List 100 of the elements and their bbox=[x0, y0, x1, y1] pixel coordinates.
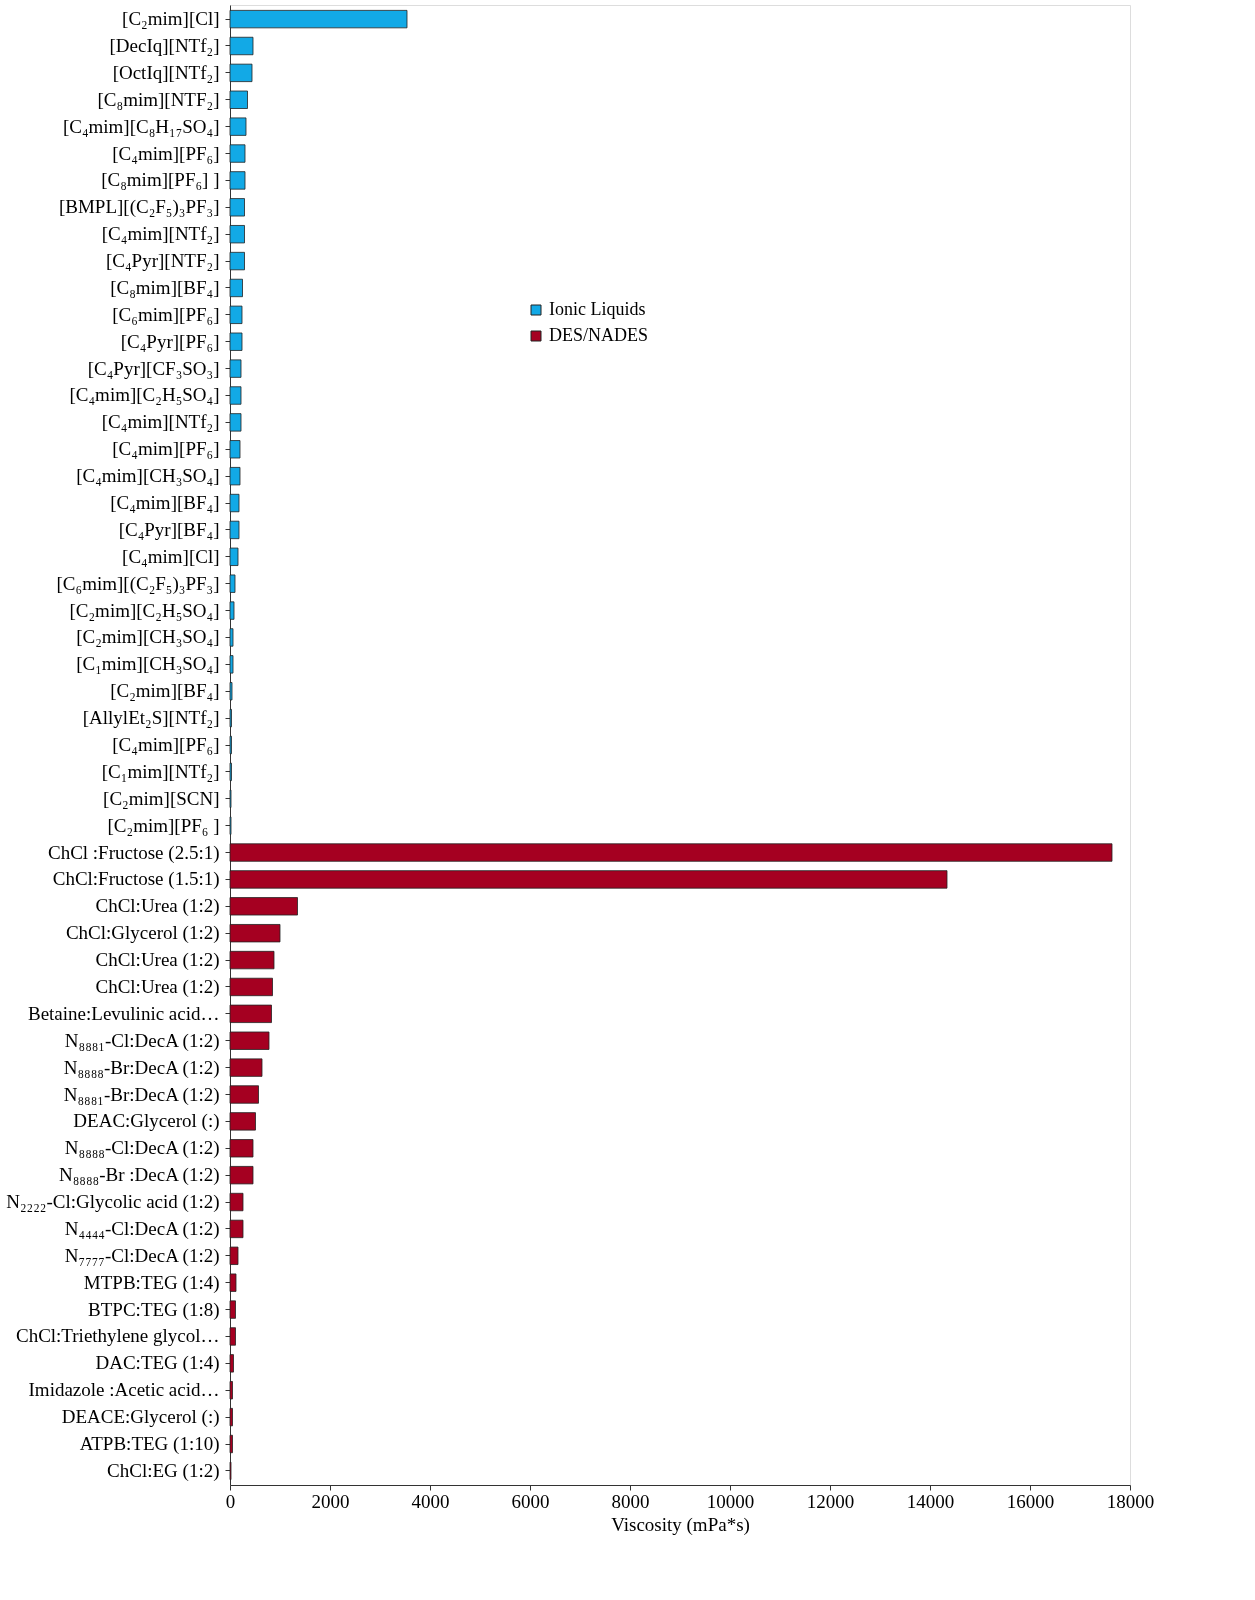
y-tick-label: [C₄mim][NTf₂] bbox=[101, 223, 220, 245]
y-tick-label: ChCl:Urea (1:2) bbox=[95, 975, 220, 998]
bar bbox=[229, 1327, 236, 1346]
y-tick-label: [C₂mim][CH₃SO₄] bbox=[76, 626, 220, 648]
y-tick-label: DEACE:Glycerol (:) bbox=[61, 1406, 220, 1429]
y-tick-label: N₄₄₄₄-Cl:DecA (1:2) bbox=[64, 1217, 220, 1240]
bar bbox=[229, 897, 298, 916]
bar bbox=[229, 413, 242, 432]
bar bbox=[229, 547, 239, 566]
bar bbox=[229, 520, 240, 540]
y-tick-label: ATPB:TEG (1:10) bbox=[79, 1433, 220, 1455]
y-tick-label: [C₄mim][CH₃SO₄] bbox=[76, 465, 220, 487]
bar bbox=[229, 36, 254, 56]
bar bbox=[229, 1192, 244, 1212]
y-tick-label: ChCl :Fructose (2.5:1) bbox=[47, 841, 220, 864]
y-tick-label: ChCl:Fructose (1.5:1) bbox=[52, 868, 220, 891]
bar bbox=[229, 1273, 237, 1292]
bar bbox=[229, 1381, 233, 1400]
bar bbox=[229, 251, 245, 271]
y-tick-label: [C₈mim][NTF₂] bbox=[97, 88, 220, 110]
y-tick-label: BTPC:TEG (1:8) bbox=[88, 1298, 220, 1321]
y-tick-label: [C₂mim][SCN] bbox=[103, 787, 220, 809]
y-tick-label: [C₄Pyr][CF₃SO₃] bbox=[87, 357, 220, 379]
y-tick-label: ChCl:Triethylene glycol… bbox=[15, 1325, 220, 1347]
y-tick-label: [C₈mim][BF₄] bbox=[110, 276, 220, 298]
bar bbox=[229, 1354, 234, 1373]
y-tick-label: [C₆mim][PF₆] bbox=[112, 303, 220, 325]
y-tick-label: [C₂mim][Cl] bbox=[122, 8, 220, 30]
x-tick-label: 2000 bbox=[311, 1490, 350, 1512]
legend-label: Ionic Liquids bbox=[549, 299, 646, 319]
bar bbox=[229, 1219, 244, 1239]
y-tick-label: [C₄mim][PF₆] bbox=[112, 734, 220, 755]
y-tick-label: [C₁mim][NTf₂] bbox=[101, 760, 220, 782]
bar bbox=[229, 1407, 233, 1427]
y-tick-label: N₈₈₈₈-Cl:DecA (1:2) bbox=[64, 1137, 220, 1160]
y-tick-label: [C₄mim][PF₆] bbox=[112, 438, 220, 460]
bar bbox=[229, 63, 253, 83]
x-tick-label: 14000 bbox=[906, 1490, 955, 1512]
bar bbox=[229, 386, 242, 405]
y-tick-label: [C₄Pyr][PF₆] bbox=[120, 330, 220, 352]
y-tick-label: ChCl:Urea (1:2) bbox=[95, 895, 220, 918]
bar bbox=[229, 1085, 259, 1104]
x-tick-label: 18000 bbox=[1106, 1490, 1155, 1512]
bar bbox=[229, 198, 245, 217]
bar bbox=[229, 440, 241, 459]
y-tick-label: [C₂mim][C₂H₅SO₄] bbox=[69, 599, 220, 621]
bar bbox=[229, 1004, 272, 1023]
y-tick-label: DAC:TEG (1:4) bbox=[95, 1352, 220, 1375]
bar bbox=[229, 1031, 270, 1050]
bar bbox=[229, 1434, 233, 1454]
bar bbox=[229, 493, 240, 513]
y-tick-label: [AllylEt₂S][NTf₂] bbox=[82, 707, 220, 729]
y-tick-label: N₈₈₈₁-Cl:DecA (1:2) bbox=[64, 1029, 220, 1052]
bar bbox=[229, 332, 243, 351]
y-tick-label: [C₄mim][NTf₂] bbox=[101, 411, 220, 433]
y-tick-label: MTPB:TEG (1:4) bbox=[83, 1271, 220, 1294]
bar bbox=[229, 924, 281, 943]
x-tick-label: 0 bbox=[225, 1490, 236, 1512]
x-axis-title: Viscosity (mPa*s) bbox=[611, 1513, 750, 1536]
bar bbox=[229, 90, 248, 109]
y-tick-label: N₈₈₈₈-Br:DecA (1:2) bbox=[63, 1056, 220, 1079]
x-tick-label: 12000 bbox=[806, 1490, 855, 1512]
y-tick-label: [BMPL][(C₂F₅)₃PF₃] bbox=[58, 196, 220, 219]
bar bbox=[229, 574, 236, 593]
bar bbox=[229, 682, 233, 701]
bar bbox=[229, 950, 275, 970]
x-tick-label: 8000 bbox=[611, 1490, 650, 1512]
y-tick-label: [C₆mim][(C₂F₅)₃PF₃] bbox=[56, 572, 220, 595]
y-tick-label: N₂₂₂₂-Cl:Glycolic acid (1:2) bbox=[6, 1191, 220, 1214]
y-tick-label: DEAC:Glycerol (:) bbox=[73, 1110, 220, 1133]
bar bbox=[229, 467, 241, 486]
y-tick-label: Betaine:Levulinic acid… bbox=[27, 1002, 220, 1024]
bar bbox=[229, 1166, 254, 1185]
bar bbox=[229, 1112, 256, 1131]
x-tick-label: 10000 bbox=[706, 1490, 755, 1512]
y-tick-label: ChCl:Glycerol (1:2) bbox=[65, 922, 220, 945]
bar bbox=[229, 9, 408, 29]
y-tick-label: [C₄Pyr][NTF₂] bbox=[105, 250, 220, 272]
y-tick-label: [C₈mim][PF₆] ] bbox=[101, 169, 220, 191]
y-tick-label: [OctIq][NTf₂] bbox=[112, 61, 220, 83]
x-tick-label: 4000 bbox=[411, 1490, 450, 1512]
bar bbox=[229, 117, 247, 136]
x-tick-label: 6000 bbox=[511, 1490, 550, 1512]
bar bbox=[229, 655, 234, 674]
y-tick-label: [C₂mim][PF₆ ] bbox=[107, 814, 220, 836]
bar bbox=[229, 1300, 236, 1319]
bar bbox=[229, 1058, 263, 1077]
y-tick-label: N₇₇₇₇-Cl:DecA (1:2) bbox=[64, 1244, 220, 1267]
bar bbox=[229, 870, 948, 889]
bar bbox=[229, 225, 245, 244]
x-tick-label: 16000 bbox=[1006, 1490, 1055, 1512]
bar bbox=[229, 278, 243, 298]
y-tick-label: [C₄mim][BF₄] bbox=[110, 492, 220, 514]
y-tick-label: N₈₈₈₈-Br :DecA (1:2) bbox=[58, 1164, 220, 1187]
bar bbox=[229, 977, 273, 997]
y-tick-label: [C₄mim][Cl] bbox=[122, 545, 220, 567]
bar bbox=[229, 144, 246, 163]
y-tick-label: [C₁mim][CH₃SO₄] bbox=[76, 653, 220, 675]
y-tick-label: [C₄Pyr][BF₄] bbox=[118, 518, 220, 540]
bar bbox=[229, 843, 1113, 862]
